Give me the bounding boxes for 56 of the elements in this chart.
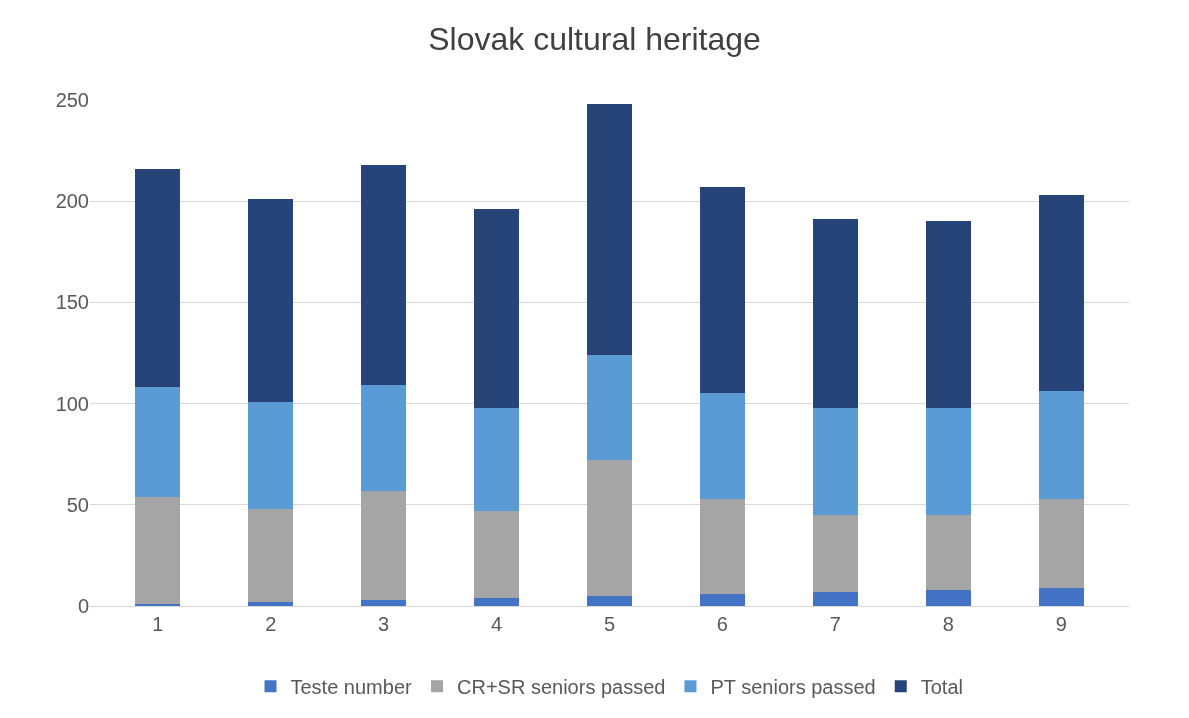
bar [361,599,407,606]
y-tick-label: 150 [55,291,89,314]
y-tick-label: 100 [55,392,89,415]
bar [1038,498,1084,588]
y-tick-label: 250 [55,89,89,111]
bar [473,209,520,408]
bar [1038,391,1084,499]
bar [812,407,858,515]
bar [925,407,971,515]
bar [248,508,294,602]
bar [248,199,294,402]
legend-label: Teste number [290,676,413,699]
bar [925,221,971,408]
bar [812,219,858,408]
x-tick-label: 1 [152,613,164,635]
bar [586,595,633,606]
bar [473,510,520,598]
y-tick-label: 200 [55,190,89,213]
x-tick-label: 4 [491,613,503,635]
x-tick-label: 3 [378,613,390,635]
legend-label: PT seniors passed [710,676,876,699]
bar [473,597,520,606]
bar [135,603,181,606]
chart-title: Slovak cultural heritage [428,21,761,57]
bar [925,589,971,606]
bar [135,387,181,497]
bar [248,601,294,606]
bar [361,490,407,600]
bar [473,407,520,511]
bar [925,514,971,590]
y-tick-label: 50 [66,493,89,516]
bar [699,593,746,606]
bar [361,385,407,491]
bar [699,393,746,499]
x-tick-label: 2 [265,613,277,635]
bar [812,591,858,606]
bar [1038,195,1084,392]
legend-label: CR+SR seniors passed [457,676,666,699]
y-tick-label: 0 [77,595,89,617]
bar [586,460,633,596]
legend-label: Total [920,676,963,699]
bar [135,496,181,604]
bar [699,498,746,594]
bar [248,401,294,509]
x-tick-label: 5 [603,613,616,635]
bar [586,104,633,356]
x-tick-label: 7 [829,613,841,635]
bar [361,164,407,386]
bar [1038,587,1084,606]
bar [699,187,746,394]
x-tick-label: 8 [942,613,954,635]
bar [135,168,181,388]
bar [586,355,633,461]
x-tick-label: 9 [1055,613,1067,635]
x-tick-label: 6 [716,613,728,635]
bar [812,514,858,592]
